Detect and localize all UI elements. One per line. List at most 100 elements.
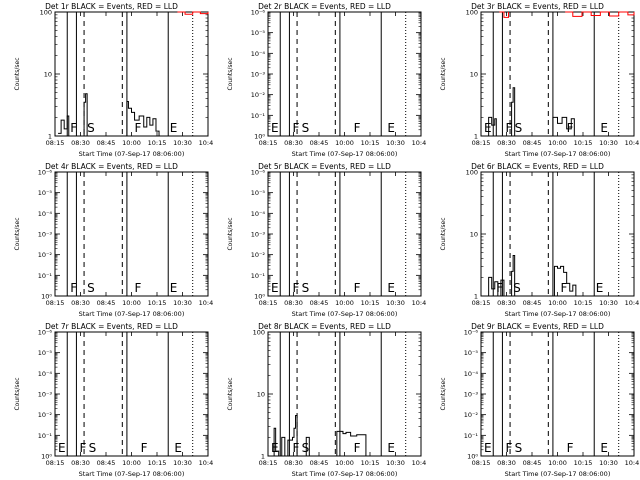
x-tick-label: 10:45	[199, 139, 213, 147]
x-tick-label: 08:15	[259, 299, 278, 307]
x-tick-label: 08:30	[71, 459, 90, 467]
y-tick-label: 100	[466, 169, 478, 177]
interval-marker-label: E	[600, 441, 608, 455]
interval-marker-label: E	[387, 441, 395, 455]
y-tick-label: 10⁻⁶	[464, 329, 479, 337]
chart-title: Det 9r BLACK = Events, RED = LLD	[471, 322, 604, 331]
interval-marker-label: S	[87, 121, 95, 135]
chart-title: Det 5r BLACK = Events, RED = LLD	[258, 162, 391, 171]
x-tick-label: 10:15	[361, 139, 380, 147]
y-tick-label: 10	[44, 71, 52, 79]
interval-marker-label: E	[484, 121, 492, 135]
x-tick-label: 08:45	[523, 459, 542, 467]
x-tick-label: 10:30	[386, 299, 405, 307]
event-rate-series	[271, 415, 367, 457]
y-tick-label: 10⁻⁵	[38, 349, 53, 357]
x-tick-label: 10:45	[412, 299, 426, 307]
x-tick-label: 08:15	[259, 459, 278, 467]
y-tick-label: 10⁻⁶	[251, 169, 266, 177]
interval-marker-label: S	[87, 281, 95, 295]
x-tick-label: 10:30	[173, 299, 192, 307]
interval-marker-label: F	[292, 121, 299, 135]
interval-marker-label: E	[170, 121, 178, 135]
y-tick-label: 10⁻²	[251, 251, 266, 259]
event-rate-series	[485, 255, 577, 297]
y-axis-label: Counts/sec	[14, 217, 21, 250]
y-axis-label: Counts/sec	[14, 57, 21, 90]
plot-frame	[54, 11, 209, 137]
detector-chart-6: Det 6r BLACK = Events, RED = LLD Counts/s…	[440, 162, 639, 318]
x-tick-label: 10:45	[625, 459, 639, 467]
x-tick-label: 10:00	[122, 459, 141, 467]
x-tick-label: 10:00	[335, 139, 354, 147]
interval-marker-label: E	[271, 281, 279, 295]
x-axis-label: Start Time (07-Sep-17 08:06:00)	[292, 150, 398, 158]
x-tick-label: 08:15	[472, 139, 491, 147]
chart-title: Det 2r BLACK = Events, RED = LLD	[258, 2, 391, 11]
interval-marker-label: F	[292, 281, 299, 295]
x-tick-label: 10:30	[173, 139, 192, 147]
y-axis-label: Counts/sec	[227, 377, 234, 410]
y-tick-label: 10⁻³	[251, 231, 266, 239]
y-tick-label: 100	[40, 9, 52, 17]
y-axis-label: Counts/sec	[227, 217, 234, 250]
x-tick-label: 10:00	[548, 299, 567, 307]
detector-chart-2: Det 2r BLACK = Events, RED = LLD Counts/s…	[227, 2, 426, 158]
y-tick-label: 10⁻²	[464, 411, 479, 419]
y-tick-label: 10⁻³	[38, 231, 53, 239]
x-tick-label: 08:15	[46, 459, 65, 467]
interval-marker-label: E	[58, 441, 66, 455]
y-tick-label: 10	[257, 391, 265, 399]
y-tick-label: 10⁰	[254, 133, 265, 141]
x-tick-label: 08:45	[97, 459, 116, 467]
x-tick-label: 08:30	[497, 299, 516, 307]
chart-title: Det 1r BLACK = Events, RED = LLD	[45, 2, 178, 11]
y-tick-label: 1	[474, 293, 478, 301]
x-tick-label: 10:30	[599, 139, 618, 147]
detector-chart-7: Det 7r BLACK = Events, RED = LLD Counts/s…	[14, 322, 213, 478]
detector-chart-8: Det 8r BLACK = Events, RED = LLD Counts/s…	[227, 322, 426, 478]
y-tick-label: 10⁻⁶	[38, 329, 53, 337]
y-tick-label: 10⁻⁴	[38, 370, 53, 378]
x-tick-label: 10:00	[548, 459, 567, 467]
x-tick-label: 10:00	[548, 139, 567, 147]
interval-marker-label: S	[302, 441, 310, 455]
detector-chart-5: Det 5r BLACK = Events, RED = LLD Counts/s…	[227, 162, 426, 318]
y-tick-label: 10⁻¹	[38, 272, 53, 280]
y-tick-label: 10⁻⁵	[251, 29, 266, 37]
y-axis-label: Counts/sec	[440, 217, 447, 250]
x-axis-label: Start Time (07-Sep-17 08:06:00)	[505, 470, 611, 478]
interval-marker-label: F	[79, 441, 86, 455]
y-tick-label: 10	[470, 71, 478, 79]
x-tick-label: 10:15	[574, 299, 593, 307]
interval-marker-label: S	[513, 281, 521, 295]
interval-marker-label: S	[302, 121, 310, 135]
y-axis-label: Counts/sec	[227, 57, 234, 90]
x-tick-label: 10:45	[199, 459, 213, 467]
interval-marker-label: F	[567, 441, 574, 455]
x-tick-label: 10:45	[412, 459, 426, 467]
interval-marker-label: F	[354, 121, 361, 135]
lld-rate-series	[565, 11, 635, 17]
x-tick-label: 10:45	[625, 299, 639, 307]
x-tick-label: 10:45	[199, 299, 213, 307]
x-tick-label: 10:15	[361, 459, 380, 467]
y-axis-label: Counts/sec	[440, 377, 447, 410]
plot-frame	[54, 331, 209, 457]
x-tick-label: 08:45	[97, 299, 116, 307]
y-tick-label: 10⁻⁴	[251, 50, 266, 58]
x-tick-label: 10:30	[386, 459, 405, 467]
x-axis-label: Start Time (07-Sep-17 08:06:00)	[505, 310, 611, 318]
detector-chart-4: Det 4r BLACK = Events, RED = LLD Counts/s…	[14, 162, 213, 318]
chart-title: Det 7r BLACK = Events, RED = LLD	[45, 322, 178, 331]
interval-marker-label: F	[70, 121, 77, 135]
y-axis-label: Counts/sec	[440, 57, 447, 90]
x-axis-label: Start Time (07-Sep-17 08:06:00)	[79, 310, 185, 318]
x-tick-label: 10:45	[625, 139, 639, 147]
x-tick-label: 10:00	[122, 139, 141, 147]
x-tick-label: 08:45	[97, 139, 116, 147]
x-tick-label: 08:15	[46, 139, 65, 147]
y-tick-label: 10⁻²	[251, 91, 266, 99]
x-tick-label: 08:30	[71, 139, 90, 147]
interval-marker-label: F	[567, 121, 574, 135]
